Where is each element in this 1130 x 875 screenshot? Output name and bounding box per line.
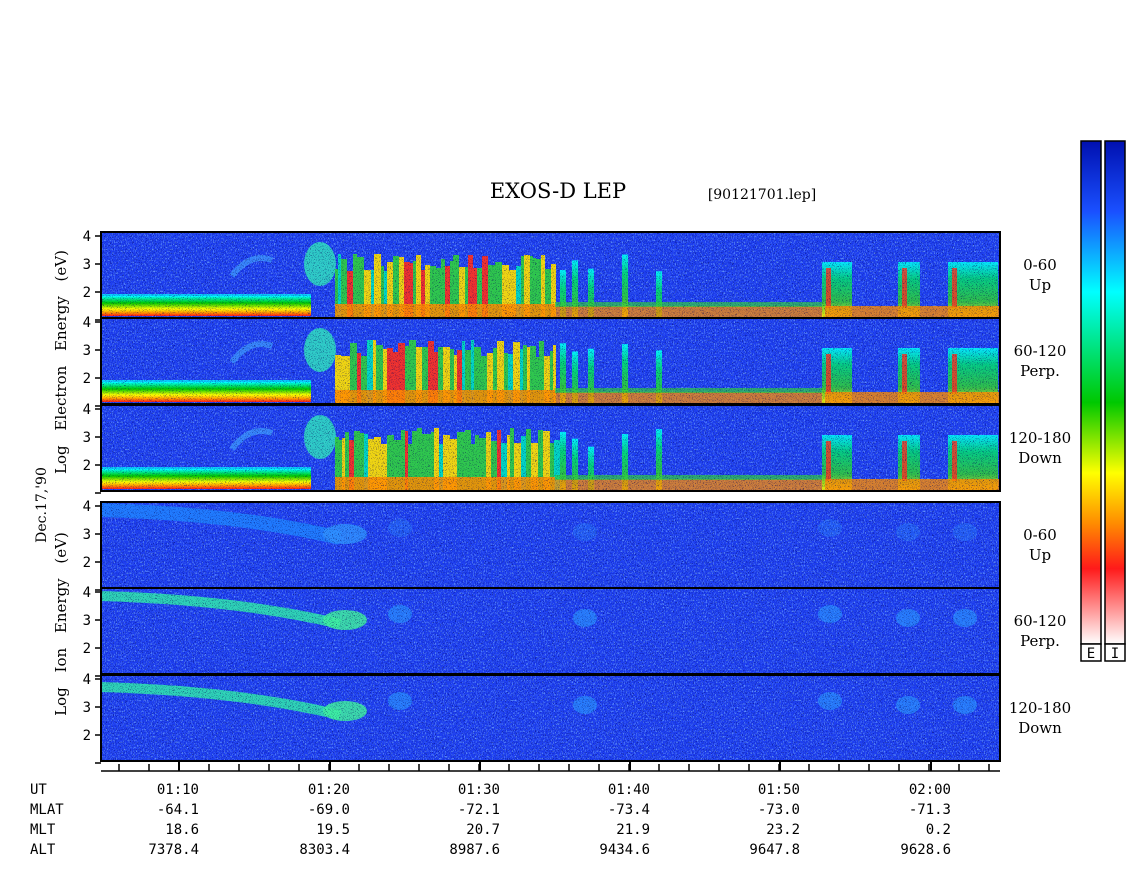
y-tick-label: 4 xyxy=(83,402,91,418)
y-tick-label: 4 xyxy=(83,672,91,688)
pitch-angle-label: 60-120 xyxy=(1014,342,1067,360)
ion-y-axis-label: Log Ion Energy (eV) xyxy=(52,532,70,716)
colorbar-label: I xyxy=(1111,646,1119,662)
ephemeris-value: 23.2 xyxy=(766,822,800,838)
y-tick-label: 4 xyxy=(83,315,91,331)
y-tick-label: 2 xyxy=(83,641,91,657)
pitch-angle-label: 60-120 xyxy=(1014,612,1067,630)
y-tick-label: 3 xyxy=(83,613,91,629)
electron-panel-120-180 xyxy=(100,404,1001,492)
pitch-angle-label: 0-60 xyxy=(1023,526,1057,544)
electron-y-axis-label: Log Electron Energy (eV) xyxy=(52,250,70,474)
text-layer: 4 3 2 0-60 Up 4 3 2 60-120 Perp. 4 3 2 120-180 Down 4 3 2… xyxy=(30,179,1119,858)
colorbar-electron xyxy=(1080,140,1102,662)
ion-panel-120-180 xyxy=(100,674,1001,762)
y-tick-label: 3 xyxy=(83,527,91,543)
ion-panel-60-120 xyxy=(100,587,1001,675)
ephemeris-value: 01:50 xyxy=(758,782,800,798)
direction-label: Down xyxy=(1018,449,1062,467)
panel-speckle xyxy=(101,232,1000,318)
ephemeris-value: 19.5 xyxy=(316,822,350,838)
pitch-angle-label: 120-180 xyxy=(1009,699,1071,717)
ephemeris-value: 8303.4 xyxy=(299,842,350,858)
direction-label: Perp. xyxy=(1020,632,1060,650)
y-tick-label: 4 xyxy=(83,229,91,245)
y-tick-label: 4 xyxy=(83,499,91,515)
y-tick-label: 2 xyxy=(83,555,91,571)
electron-panel-0-60 xyxy=(100,231,1001,319)
file-label: [90121701.lep] xyxy=(708,187,816,203)
ephemeris-row-label: ALT xyxy=(30,842,56,858)
ephemeris-row-label: MLT xyxy=(30,822,56,838)
axes-layer xyxy=(95,140,1126,772)
ephemeris-value: 01:10 xyxy=(157,782,199,798)
ephemeris-value: 01:20 xyxy=(308,782,350,798)
ephemeris-value: 8987.6 xyxy=(449,842,500,858)
ephemeris-row-label: MLAT xyxy=(30,802,64,818)
ephemeris-value: -73.0 xyxy=(758,802,800,818)
ephemeris-value: 18.6 xyxy=(165,822,199,838)
direction-label: Up xyxy=(1029,546,1051,564)
panel-speckle xyxy=(101,318,1000,404)
colorbar-label: E xyxy=(1087,646,1095,662)
pitch-angle-label: 120-180 xyxy=(1009,429,1071,447)
panel-speckle xyxy=(101,588,1000,674)
pitch-angle-label: 0-60 xyxy=(1023,256,1057,274)
ephemeris-value: -69.0 xyxy=(308,802,350,818)
ephemeris-value: -71.3 xyxy=(909,802,951,818)
ephemeris-value: 01:30 xyxy=(458,782,500,798)
direction-label: Down xyxy=(1018,719,1062,737)
ephemeris-value: 20.7 xyxy=(466,822,500,838)
y-tick-label: 3 xyxy=(83,430,91,446)
ephemeris-value: 7378.4 xyxy=(148,842,199,858)
y-tick-label: 4 xyxy=(83,585,91,601)
ephemeris-value: -73.4 xyxy=(608,802,650,818)
ephemeris-value: 9647.8 xyxy=(749,842,800,858)
y-tick-label: 2 xyxy=(83,371,91,387)
y-tick-label: 2 xyxy=(83,285,91,301)
direction-label: Perp. xyxy=(1020,362,1060,380)
ephemeris-value: -64.1 xyxy=(157,802,199,818)
y-tick-label: 3 xyxy=(83,700,91,716)
panel-speckle xyxy=(101,405,1000,491)
colorbar-ion xyxy=(1104,140,1126,662)
panel-speckle xyxy=(101,675,1000,761)
chart-title: EXOS-D LEP xyxy=(490,179,626,203)
date-label: Dec.17,'90 xyxy=(34,467,50,543)
ephemeris-row-label: UT xyxy=(30,782,47,798)
y-tick-label: 2 xyxy=(83,458,91,474)
ephemeris-value: -72.1 xyxy=(458,802,500,818)
ephemeris-value: 0.2 xyxy=(926,822,951,838)
y-tick-label: 3 xyxy=(83,343,91,359)
y-tick-label: 2 xyxy=(83,728,91,744)
ephemeris-value: 02:00 xyxy=(909,782,951,798)
ephemeris-value: 01:40 xyxy=(608,782,650,798)
y-tick-label: 3 xyxy=(83,257,91,273)
panels-layer xyxy=(100,231,1001,762)
ephemeris-value: 21.9 xyxy=(616,822,650,838)
ephemeris-value: 9628.6 xyxy=(900,842,951,858)
ephemeris-value: 9434.6 xyxy=(599,842,650,858)
panel-speckle xyxy=(101,502,1000,588)
electron-panel-60-120 xyxy=(100,317,1001,405)
ion-panel-0-60 xyxy=(100,501,1001,589)
direction-label: Up xyxy=(1029,276,1051,294)
